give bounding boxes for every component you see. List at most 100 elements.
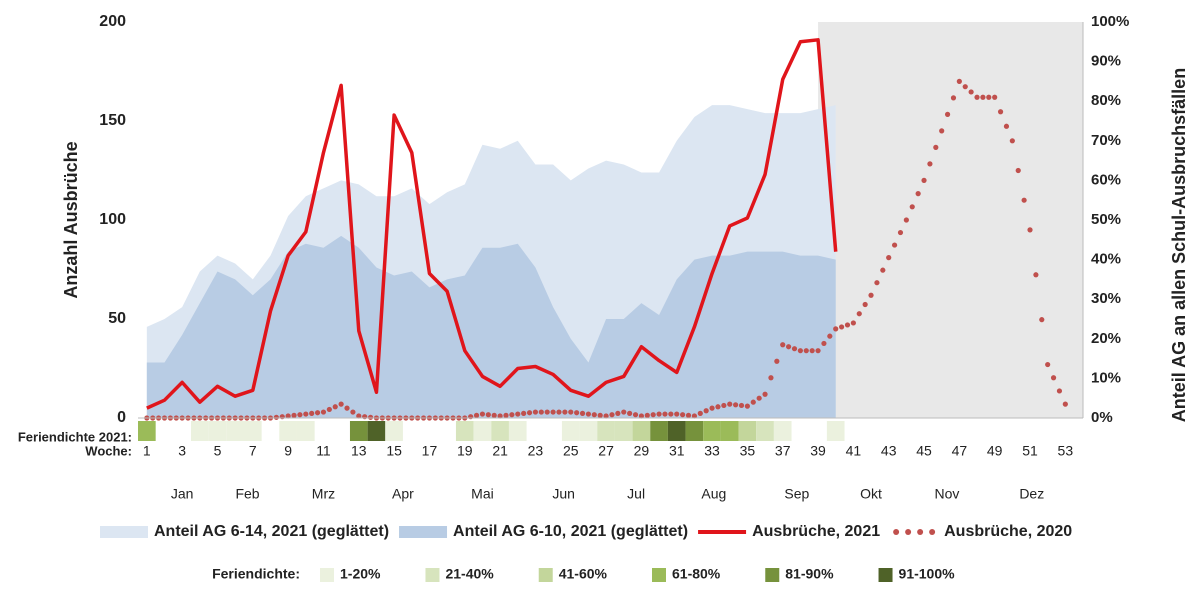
- dot-connector: [774, 358, 780, 364]
- holiday-cell: [1039, 421, 1057, 441]
- month-label: Jan: [171, 486, 194, 502]
- x-tick-label: 47: [952, 443, 968, 459]
- area: [146, 235, 836, 418]
- shaded-region: [818, 22, 1083, 418]
- dot-connector: [1050, 375, 1057, 381]
- dot: [303, 411, 309, 417]
- holiday-cell: [367, 421, 386, 441]
- holiday-cell: [1057, 421, 1075, 441]
- y2-tick-label: 70%: [1091, 132, 1121, 149]
- dot-connector: [574, 410, 580, 416]
- dot-connector: [1021, 197, 1027, 203]
- month-label: Apr: [392, 486, 414, 502]
- holiday-cell: [385, 421, 403, 441]
- legend-label: Ausbrüche, 2021: [752, 523, 880, 540]
- x-tick-label: 29: [634, 443, 650, 459]
- dot: [479, 411, 486, 417]
- holiday-cell: [880, 421, 898, 441]
- dot: [603, 413, 609, 419]
- dot: [709, 405, 715, 411]
- dot: [903, 217, 909, 223]
- y2-tick-label: 0%: [1091, 409, 1113, 426]
- dot-connector: [968, 89, 974, 95]
- dot-connector: [367, 414, 374, 420]
- dot-connector: [980, 94, 986, 100]
- x-tick-label: 27: [598, 443, 614, 459]
- holiday-cell: [190, 421, 209, 441]
- holiday-cell: [756, 421, 774, 441]
- dot-connector: [891, 242, 898, 248]
- dot-connector: [862, 301, 868, 308]
- holiday-cell: [667, 421, 686, 441]
- holiday-cell: [438, 421, 456, 441]
- x-tick-label: 15: [386, 443, 402, 459]
- dot-connector: [950, 95, 957, 101]
- y2-tick-label: 60%: [1091, 171, 1121, 188]
- holiday-cell: [473, 421, 492, 441]
- dot-connector: [1033, 272, 1039, 278]
- x-tick-label: 25: [563, 443, 579, 459]
- dot-connector: [1039, 317, 1045, 323]
- holiday-cell: [809, 421, 827, 441]
- holiday-cell: [738, 421, 757, 441]
- dot-connector: [915, 191, 921, 197]
- dot-connector: [944, 111, 951, 117]
- legend-swatch: [917, 529, 924, 535]
- line: [146, 38, 838, 410]
- y-tick-label: 200: [99, 13, 126, 30]
- dot-connector: [544, 409, 550, 415]
- dot-connector: [715, 404, 721, 410]
- month-label: Aug: [701, 486, 726, 502]
- holiday-cell: [156, 421, 174, 441]
- x-tick-label: 43: [881, 443, 897, 459]
- x-tick-label: 21: [492, 443, 508, 459]
- dot-connector: [986, 94, 992, 100]
- legend-swatch: [399, 526, 448, 538]
- dot-connector: [721, 402, 727, 409]
- dot: [285, 413, 291, 419]
- holiday-legend-label: 81-90%: [785, 566, 834, 582]
- dot: [638, 413, 645, 419]
- legend-label: Anteil AG 6-10, 2021 (geglättet): [453, 523, 688, 540]
- holiday-cell: [421, 421, 439, 441]
- holiday-cell: [315, 421, 333, 441]
- dot-connector: [662, 411, 668, 417]
- dot: [1062, 401, 1068, 407]
- dot-connector: [314, 410, 321, 416]
- dot-connector: [509, 412, 515, 418]
- dot: [780, 342, 786, 348]
- dot: [886, 255, 892, 261]
- holiday-cell: [296, 421, 315, 441]
- holiday-cell: [208, 421, 227, 441]
- dot-connector: [909, 204, 915, 210]
- x-tick-label: 45: [916, 443, 932, 459]
- y2-tick-label: 100%: [1091, 13, 1129, 30]
- dot-connector: [615, 410, 621, 416]
- holiday-cell: [527, 421, 545, 441]
- holiday-cell: [1004, 421, 1022, 441]
- x-tick-label: 49: [987, 443, 1003, 459]
- x-tick-label: 13: [351, 443, 367, 459]
- dot-connector: [668, 411, 674, 417]
- x-tick-label: 37: [775, 443, 791, 459]
- dot-connector: [880, 267, 886, 273]
- dot-connector: [579, 410, 586, 416]
- dot: [338, 401, 344, 407]
- y2-tick-label: 90%: [1091, 53, 1121, 70]
- dot: [815, 348, 821, 354]
- y2-tick-label: 30%: [1091, 290, 1121, 307]
- dot-connector: [821, 340, 827, 347]
- holiday-cell: [614, 421, 633, 441]
- dot-connector: [809, 348, 815, 354]
- y2-tick-label: 50%: [1091, 211, 1121, 228]
- holiday-cell: [279, 421, 297, 441]
- legend-label: Anteil AG 6-14, 2021 (geglättet): [154, 523, 389, 540]
- x-tick-label: 3: [178, 443, 186, 459]
- dot: [674, 411, 680, 417]
- holiday-legend-swatch: [878, 568, 893, 582]
- dot-connector: [627, 410, 633, 416]
- dot: [621, 409, 627, 415]
- dot: [744, 403, 750, 409]
- month-label: Jun: [552, 486, 575, 502]
- y-tick-label: 150: [99, 112, 126, 129]
